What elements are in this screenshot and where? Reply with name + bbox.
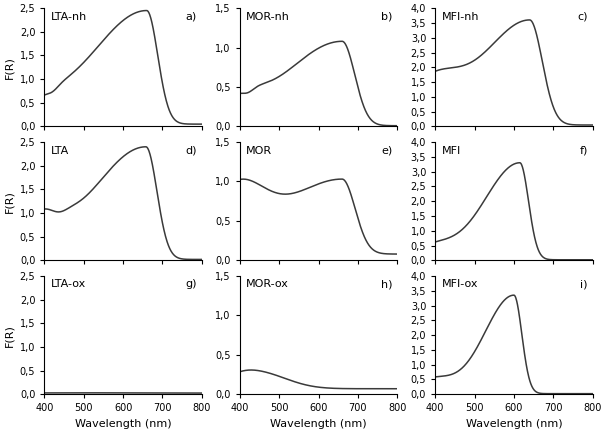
X-axis label: Wavelength (nm): Wavelength (nm) — [75, 419, 171, 429]
Y-axis label: F(R): F(R) — [4, 323, 14, 346]
Text: g): g) — [185, 279, 197, 290]
X-axis label: Wavelength (nm): Wavelength (nm) — [270, 419, 367, 429]
Text: LTA-ox: LTA-ox — [51, 279, 86, 290]
X-axis label: Wavelength (nm): Wavelength (nm) — [465, 419, 562, 429]
Text: LTA-nh: LTA-nh — [51, 12, 87, 22]
Text: e): e) — [381, 145, 393, 155]
Text: i): i) — [581, 279, 588, 290]
Text: MOR-nh: MOR-nh — [246, 12, 290, 22]
Text: a): a) — [186, 12, 197, 22]
Text: LTA: LTA — [51, 145, 69, 155]
Text: MOR-ox: MOR-ox — [246, 279, 289, 290]
Text: d): d) — [185, 145, 197, 155]
Text: MFI-ox: MFI-ox — [442, 279, 478, 290]
Text: c): c) — [578, 12, 588, 22]
Y-axis label: F(R): F(R) — [4, 190, 14, 213]
Text: MFI: MFI — [442, 145, 461, 155]
Text: f): f) — [579, 145, 588, 155]
Text: MOR: MOR — [246, 145, 272, 155]
Y-axis label: F(R): F(R) — [4, 56, 14, 79]
Text: b): b) — [381, 12, 393, 22]
Text: h): h) — [381, 279, 393, 290]
Text: MFI-nh: MFI-nh — [442, 12, 479, 22]
